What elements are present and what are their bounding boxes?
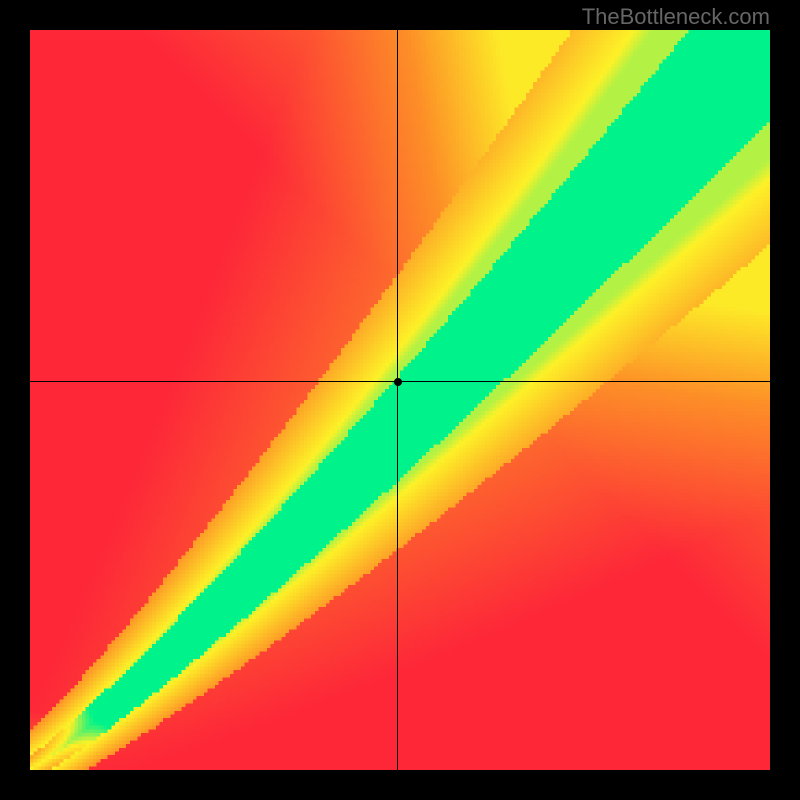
bottleneck-heatmap	[30, 30, 770, 770]
watermark-text: TheBottleneck.com	[582, 4, 770, 30]
crosshair-vertical	[397, 30, 398, 770]
crosshair-marker-dot	[394, 378, 402, 386]
chart-container: TheBottleneck.com	[0, 0, 800, 800]
